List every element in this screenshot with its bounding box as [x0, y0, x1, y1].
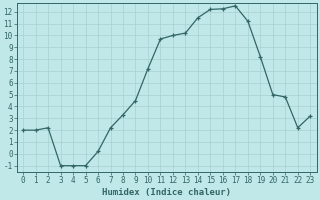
X-axis label: Humidex (Indice chaleur): Humidex (Indice chaleur): [102, 188, 231, 197]
